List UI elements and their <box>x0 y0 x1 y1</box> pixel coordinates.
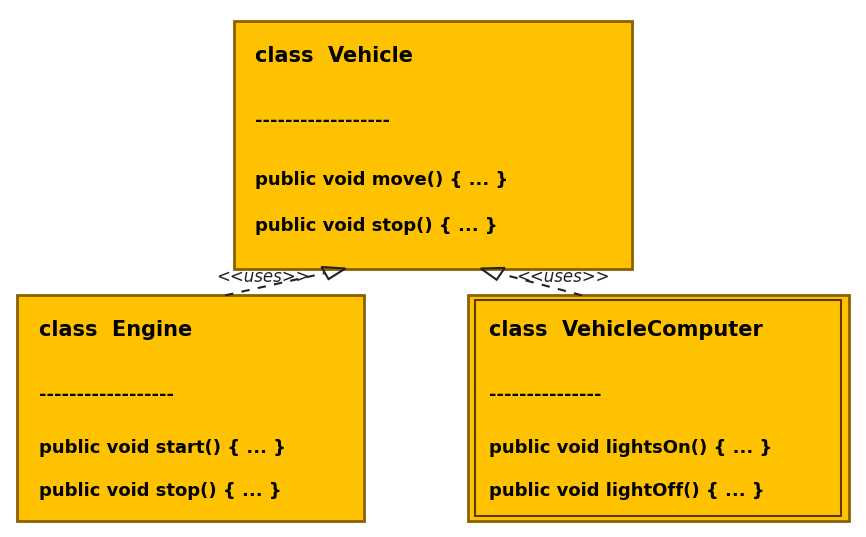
Bar <box>475 300 841 516</box>
Text: class  VehicleComputer: class VehicleComputer <box>489 320 763 340</box>
Bar <box>17 295 364 521</box>
Text: class  Engine: class Engine <box>39 320 192 340</box>
Text: public void stop() { ... }: public void stop() { ... } <box>255 216 498 235</box>
Text: ------------------: ------------------ <box>39 386 174 404</box>
Text: ---------------: --------------- <box>489 386 602 404</box>
Text: public void start() { ... }: public void start() { ... } <box>39 439 286 458</box>
Text: public void stop() { ... }: public void stop() { ... } <box>39 482 281 500</box>
Text: class  Vehicle: class Vehicle <box>255 46 413 67</box>
Text: <<uses>>: <<uses>> <box>516 267 610 286</box>
Text: ------------------: ------------------ <box>255 112 391 130</box>
Text: <<uses>>: <<uses>> <box>216 267 310 286</box>
Text: public void lightsOn() { ... }: public void lightsOn() { ... } <box>489 439 772 458</box>
Text: public void lightOff() { ... }: public void lightOff() { ... } <box>489 482 765 500</box>
Bar <box>468 295 849 521</box>
Bar <box>234 21 632 268</box>
Text: public void move() { ... }: public void move() { ... } <box>255 171 508 189</box>
